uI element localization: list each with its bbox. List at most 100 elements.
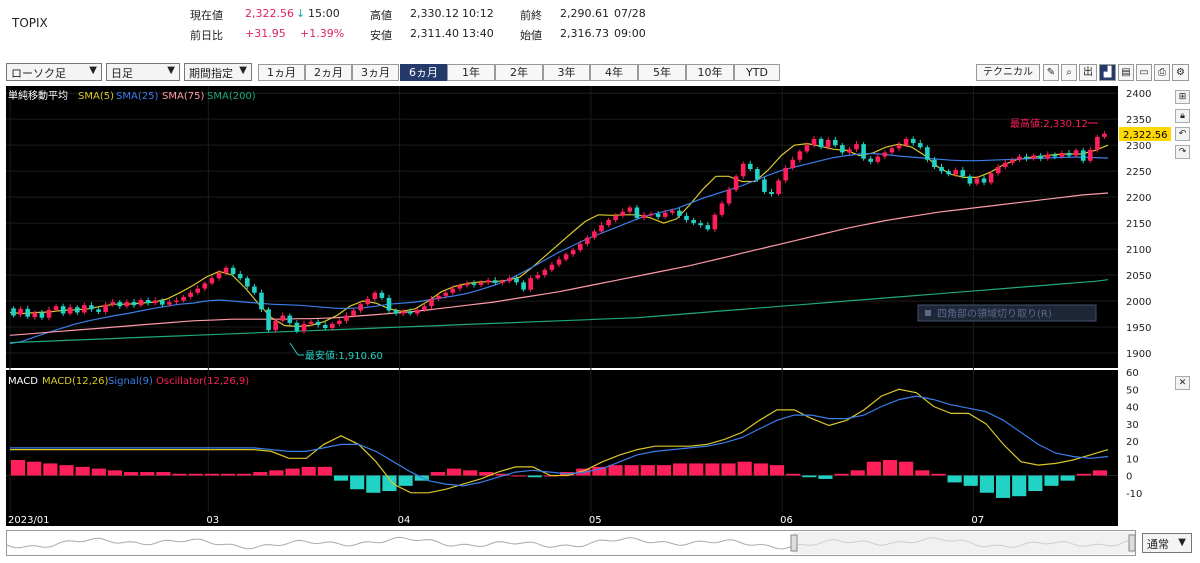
chevron-down-icon: ▼ [89,65,97,76]
zoom-in-icon[interactable]: ⊞ [1175,90,1190,104]
oscillator-bar-pos [850,470,865,476]
period-1m-button[interactable]: 1ヵ月 [258,64,305,81]
macd-y-tick-label: 30 [1126,420,1139,431]
close-macd-icon[interactable]: ✕ [1175,376,1190,390]
undo-icon[interactable]: ↶ [1175,127,1190,141]
oscillator-bar-pos [640,465,655,476]
candle-up [103,304,108,312]
macd-y-tick-label: 10 [1126,454,1139,465]
candle-up [528,278,533,290]
legend-macd: MACD(12,26) [42,376,109,387]
candle-up [726,189,732,204]
oscillator-bar-pos [124,472,139,476]
candle-down [861,144,866,159]
prev-label: 前終 [520,9,542,22]
candle-up [32,312,38,318]
candle-down [910,138,916,144]
high-label: 高値 [370,9,392,22]
candle-up [110,302,116,305]
interval-select[interactable]: 日足 ▼ [106,63,180,81]
candle-up [882,152,888,157]
legend-oscillator: Oscillator(12,26,9) [156,376,249,387]
candle-up [330,323,335,329]
zoom-icon[interactable]: ⌕ [1061,64,1077,81]
candle-down [514,278,519,283]
candle-down [840,145,845,153]
period-10y-button[interactable]: 10年 [686,64,734,81]
period-6m-button[interactable]: 6ヵ月 [400,64,447,81]
oscillator-bar-pos [705,463,720,476]
navigator-right-handle[interactable] [1128,534,1135,552]
price-chart[interactable]: 1900195020002050210021502200225023002350… [0,0,1200,530]
candle-down [691,219,696,224]
candle-down [634,207,640,218]
candle-down [868,158,873,162]
oscillator-bar-neg [1044,475,1059,486]
chart-type-value: ローソク足 [11,67,66,80]
candle-down [677,210,682,216]
high-time: 10:12 [462,7,494,20]
candle-up [606,219,611,226]
prev-value: 2,290.61 [560,7,609,20]
chart-mode-icon[interactable]: ▟ [1099,64,1116,81]
oscillator-bar-pos [43,463,58,476]
navigator-selection[interactable] [793,532,1135,554]
oscillator-bar-pos [931,473,946,476]
folder-icon[interactable]: ▭ [1136,64,1152,81]
candle-down [1024,156,1029,159]
redo-icon[interactable]: ↷ [1175,145,1190,159]
navigator-left-handle[interactable] [790,534,798,552]
lock-icon[interactable]: 🔒︎ [1175,109,1190,123]
low-time: 13:40 [462,27,494,40]
technical-button[interactable]: テクニカル [976,64,1040,81]
oscillator-bar-neg [527,475,542,478]
period-mode-select[interactable]: 期間指定 ▼ [184,63,252,81]
period-3y-button[interactable]: 3年 [543,64,590,81]
print-icon[interactable]: ⎙ [1154,64,1170,81]
candle-up [422,306,427,310]
document-icon[interactable]: ▤ [1118,64,1134,81]
candle-up [351,310,356,316]
period-3m-button[interactable]: 3ヵ月 [352,64,399,81]
oscillator-bar-pos [75,466,90,476]
navigator-sparkline [7,532,1135,554]
export-icon[interactable]: 出 [1079,64,1097,81]
chart-type-select[interactable]: ローソク足 ▼ [6,63,102,81]
legend-sma5: SMA(5) [78,91,114,102]
candle-up [854,144,859,150]
candle-down [818,138,824,148]
x-tick-label: 03 [206,515,219,526]
nav-mode-select[interactable]: 通常 ▼ [1142,533,1192,553]
candle-down [11,308,16,316]
candle-up [1087,149,1093,161]
oscillator-bar-pos [27,461,42,476]
candle-down [145,300,151,304]
candle-up [790,159,796,169]
x-tick-label: 06 [780,515,793,526]
period-2y-button[interactable]: 2年 [495,64,543,81]
oscillator-bar-pos [446,468,462,476]
candle-up [811,138,817,146]
sma-line-sma75 [9,192,1109,336]
period-1y-button[interactable]: 1年 [447,64,495,81]
candle-up [549,264,555,270]
period-5y-button[interactable]: 5年 [638,64,686,81]
period-4y-button[interactable]: 4年 [590,64,638,81]
settings-icon[interactable]: ⚙ [1172,64,1189,81]
range-navigator[interactable] [6,530,1136,556]
oscillator-bar-pos [188,473,203,476]
candle-down [981,178,987,183]
oscillator-bar-neg [398,475,413,486]
candle-up [988,173,994,183]
candle-up [337,320,342,324]
oscillator-bar-neg [350,475,365,490]
candle-up [1102,133,1107,137]
macd-line [10,388,1109,494]
candle-up [585,237,590,244]
pencil-icon[interactable]: ✎ [1043,64,1059,81]
interval-value: 日足 [111,67,133,80]
period-ytd-button[interactable]: YTD [734,64,780,81]
candle-down [762,179,767,192]
candle-up [641,214,647,218]
period-2m-button[interactable]: 2ヵ月 [305,64,352,81]
